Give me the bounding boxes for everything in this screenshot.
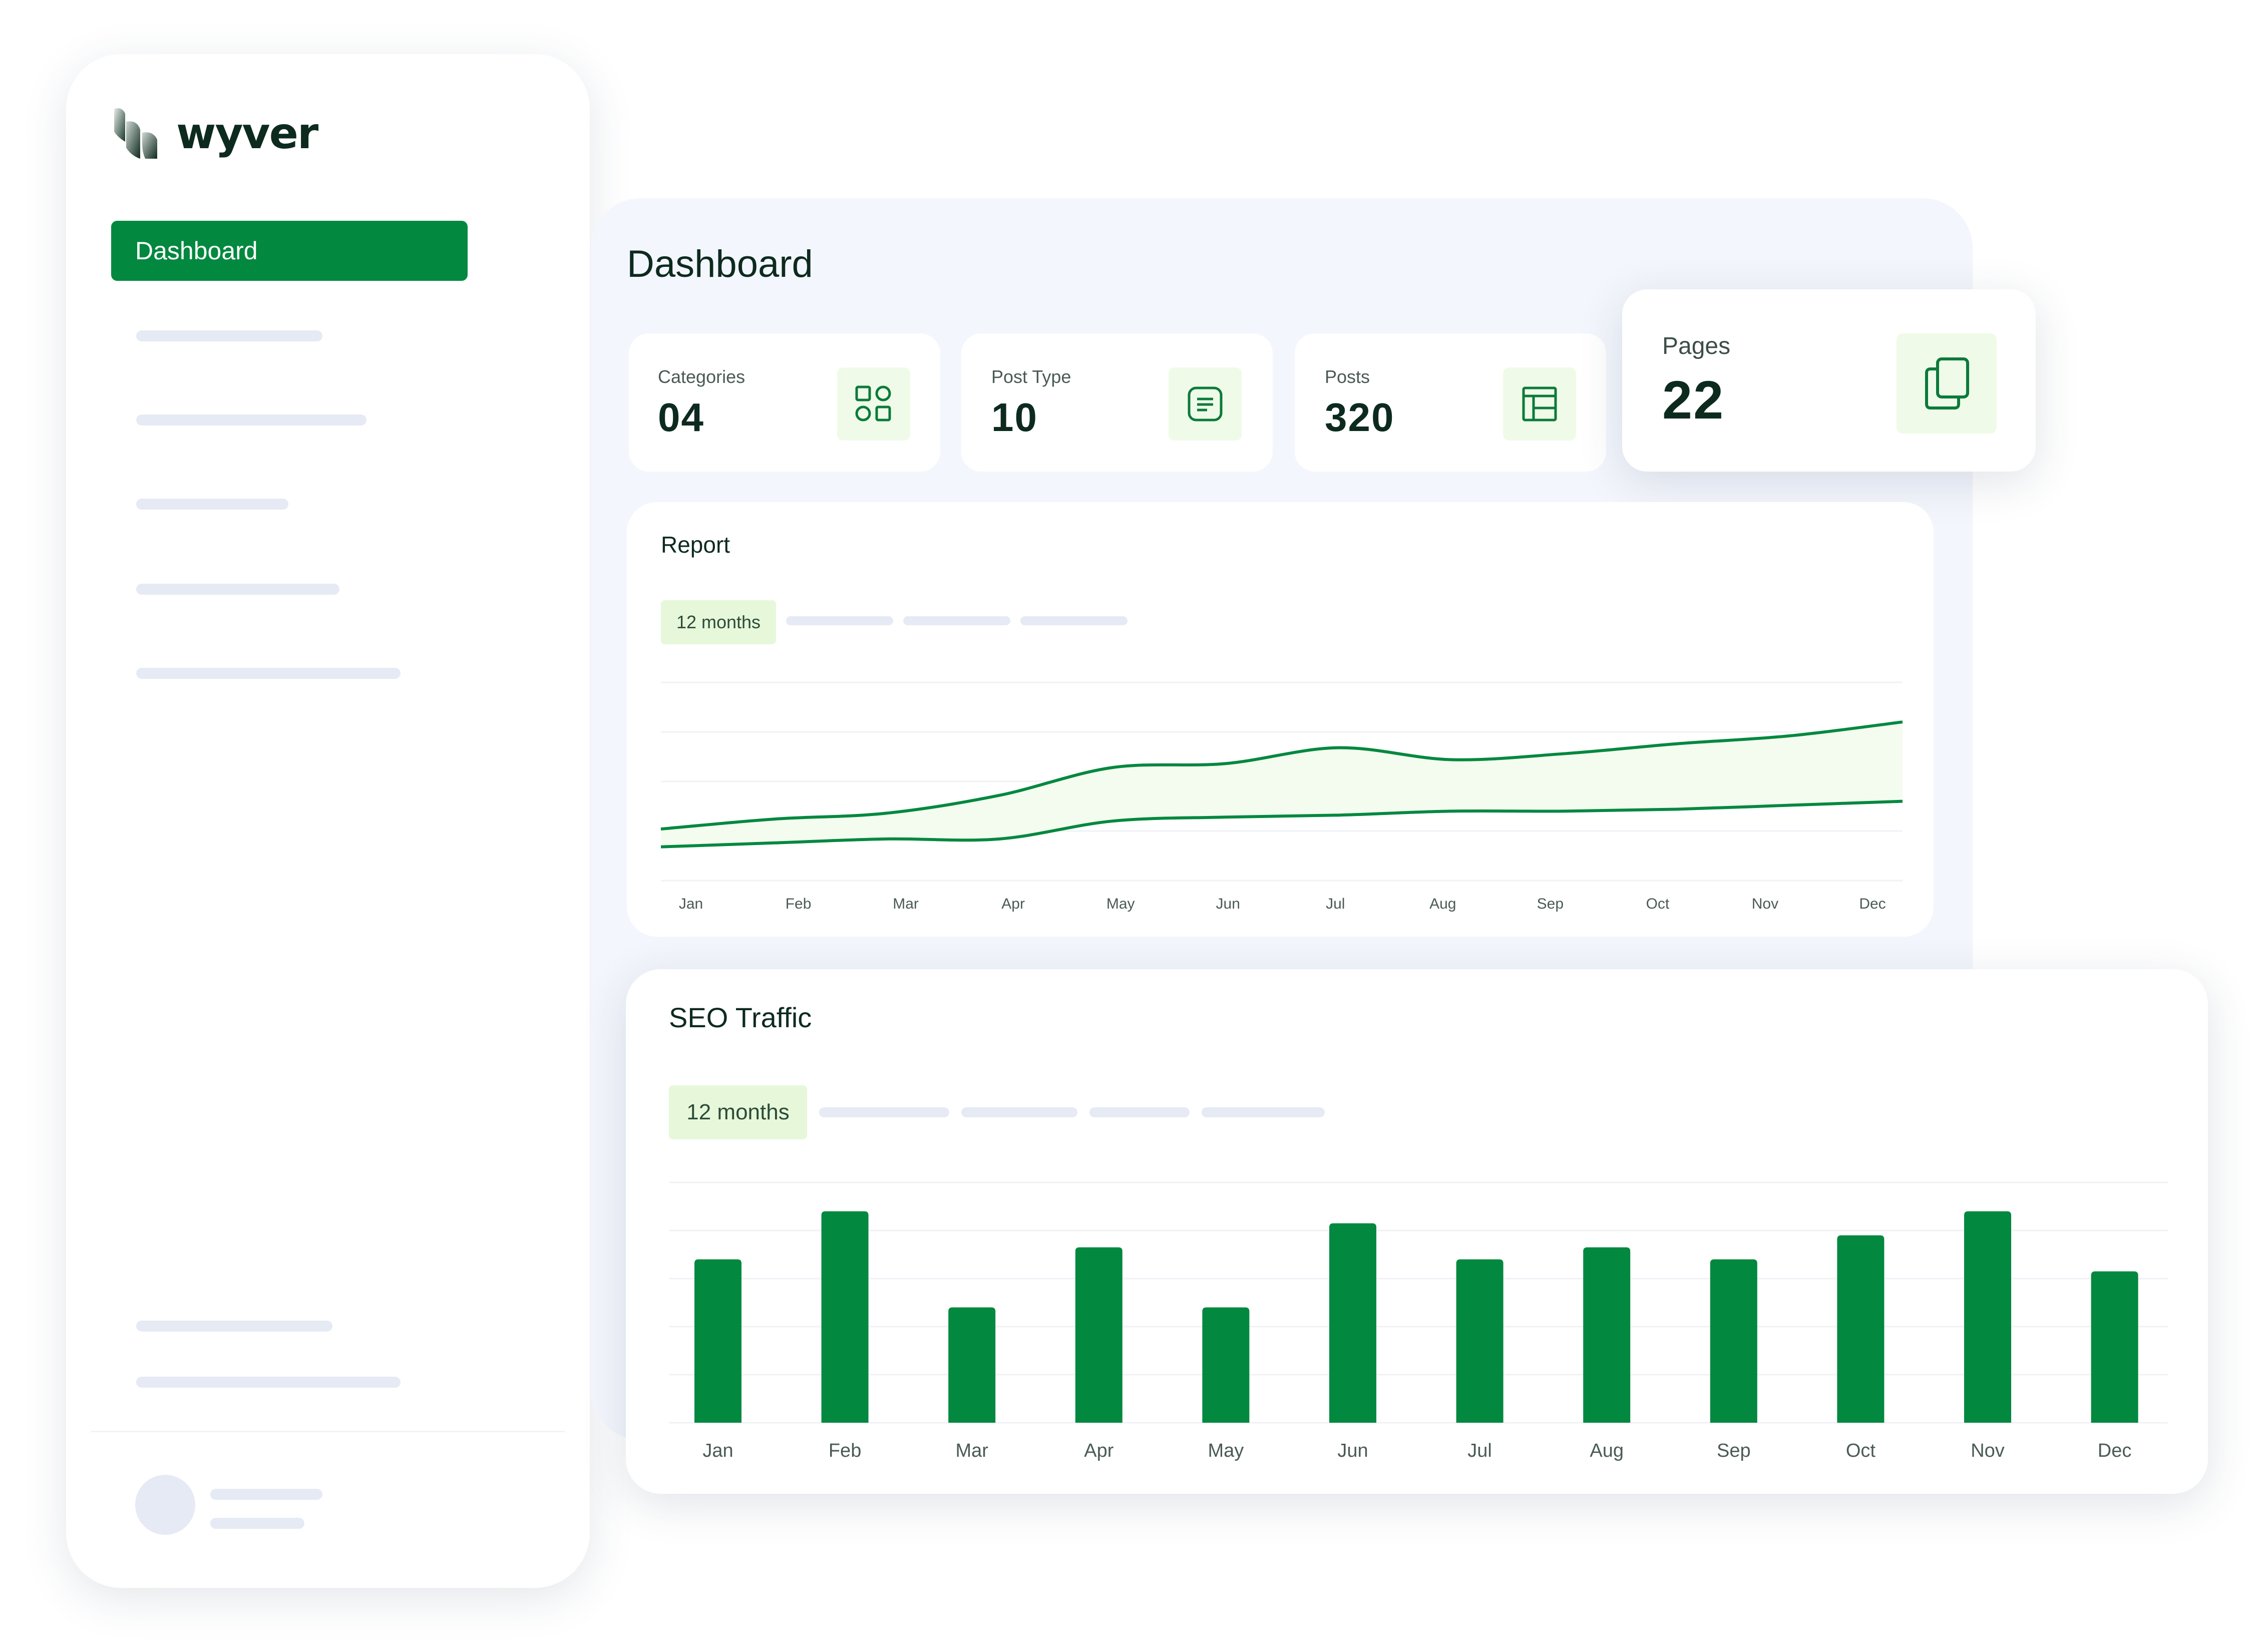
- sidebar-item-placeholder[interactable]: [136, 668, 401, 679]
- x-tick-label: Mar: [955, 1440, 988, 1461]
- sidebar-item-placeholder[interactable]: [136, 584, 339, 595]
- bar-dec[interactable]: [2091, 1271, 2138, 1423]
- x-tick-label: Dec: [1859, 896, 1886, 912]
- stat-label: Post Type: [991, 366, 1071, 387]
- x-tick-label: May: [1208, 1440, 1244, 1461]
- report-title: Report: [661, 532, 730, 558]
- copy-icon: [1897, 333, 1997, 434]
- seo-title: SEO Traffic: [669, 1002, 812, 1033]
- x-tick-label: Sep: [1717, 1440, 1751, 1461]
- sidebar-item-placeholder[interactable]: [136, 1377, 401, 1388]
- period-option-placeholder[interactable]: [1202, 1107, 1325, 1117]
- sidebar-divider: [91, 1431, 565, 1432]
- series-line-1: [660, 720, 1903, 831]
- bar-jan[interactable]: [694, 1259, 741, 1423]
- bar-aug[interactable]: [1583, 1247, 1631, 1423]
- stat-label: Pages: [1662, 333, 1731, 359]
- x-tick-label: Feb: [786, 896, 812, 912]
- x-tick-label: Sep: [1537, 896, 1564, 912]
- x-tick-label: Jan: [679, 896, 703, 912]
- period-option-placeholder[interactable]: [819, 1107, 949, 1117]
- sidebar-item-label: Dashboard: [135, 237, 258, 265]
- stat-label: Categories: [658, 366, 745, 387]
- period-chip-12-months[interactable]: 12 months: [669, 1085, 807, 1139]
- bar-jul[interactable]: [1456, 1259, 1503, 1423]
- stat-value: 320: [1325, 395, 1395, 440]
- seo-traffic-card: SEO Traffic 12 months Jan Feb Mar Apr May Jun…: [626, 969, 2208, 1494]
- stat-value: 04: [658, 395, 704, 440]
- period-chip-12-months[interactable]: 12 months: [661, 600, 776, 644]
- x-tick-label: Aug: [1590, 1440, 1624, 1461]
- report-line-chart: Jan Feb Mar Apr May Jun Jul Aug Sep Oct Nov Dec: [660, 681, 1903, 912]
- sidebar-item-placeholder[interactable]: [136, 330, 322, 341]
- period-option-placeholder[interactable]: [1089, 1107, 1190, 1117]
- series-line-2: [660, 799, 1903, 849]
- stat-label: Posts: [1325, 366, 1370, 387]
- x-tick-label: Aug: [1429, 896, 1456, 912]
- x-tick-label: Oct: [1646, 896, 1670, 912]
- bar-may[interactable]: [1202, 1307, 1250, 1423]
- seo-bar-chart: Jan Feb Mar Apr May Jun Jul Aug Sep Oct Nov Dec: [669, 1181, 2168, 1461]
- x-tick-label: Jul: [1467, 1440, 1492, 1461]
- bar-nov[interactable]: [1964, 1211, 2011, 1423]
- stat-value: 10: [991, 395, 1038, 440]
- logo[interactable]: wyver: [111, 107, 318, 161]
- x-tick-label: Dec: [2098, 1440, 2132, 1461]
- sidebar-item-placeholder[interactable]: [136, 499, 288, 510]
- wyver-logo-icon: [114, 108, 157, 159]
- period-option-placeholder[interactable]: [903, 616, 1010, 625]
- x-tick-label: Apr: [1001, 896, 1025, 912]
- chip-label: 12 months: [676, 612, 761, 632]
- bar-jun[interactable]: [1329, 1223, 1376, 1423]
- x-tick-label: Jun: [1337, 1440, 1368, 1461]
- x-tick-label: Oct: [1846, 1440, 1876, 1461]
- x-tick-label: Nov: [1971, 1440, 2005, 1461]
- x-tick-label: Nov: [1752, 896, 1778, 912]
- series-area: [661, 722, 1903, 847]
- period-option-placeholder[interactable]: [786, 616, 893, 625]
- chip-label: 12 months: [686, 1100, 790, 1124]
- grid-icon: [837, 367, 910, 441]
- sidebar-item-placeholder[interactable]: [136, 415, 366, 426]
- x-tick-label: Feb: [829, 1440, 861, 1461]
- x-tick-label: May: [1106, 896, 1135, 912]
- sidebar: wyver Dashboard: [66, 54, 590, 1588]
- bar-sep[interactable]: [1710, 1259, 1757, 1423]
- x-tick-label: Mar: [893, 896, 919, 912]
- document-icon: [1169, 367, 1242, 441]
- x-tick-label: Jan: [702, 1440, 733, 1461]
- brand-name: wyver: [176, 109, 318, 159]
- avatar[interactable]: [135, 1475, 195, 1535]
- stat-card-categories[interactable]: Categories 04: [629, 333, 940, 472]
- page-title: Dashboard: [627, 243, 813, 285]
- table-icon: [1503, 367, 1576, 441]
- x-tick-label: Apr: [1084, 1440, 1113, 1461]
- user-name-placeholder: [210, 1489, 322, 1500]
- report-card: Report 12 months Jan Feb Mar Apr May Jun Jul Au…: [627, 502, 1934, 937]
- user-role-placeholder: [210, 1518, 304, 1529]
- stat-value: 22: [1662, 369, 1725, 430]
- stat-card-pages[interactable]: Pages 22: [1622, 289, 2036, 472]
- sidebar-item-dashboard[interactable]: Dashboard: [111, 221, 468, 281]
- sidebar-item-placeholder[interactable]: [136, 1321, 332, 1332]
- x-tick-label: Jun: [1216, 896, 1240, 912]
- bar-mar[interactable]: [948, 1307, 996, 1423]
- bar-oct[interactable]: [1837, 1235, 1885, 1423]
- period-option-placeholder[interactable]: [1020, 616, 1127, 625]
- stat-card-posts[interactable]: Posts 320: [1295, 333, 1606, 472]
- x-tick-label: Jul: [1326, 896, 1345, 912]
- bar-apr[interactable]: [1075, 1247, 1122, 1423]
- period-option-placeholder[interactable]: [961, 1107, 1077, 1117]
- bar-feb[interactable]: [821, 1211, 869, 1423]
- stat-card-post-type[interactable]: Post Type 10: [961, 333, 1273, 472]
